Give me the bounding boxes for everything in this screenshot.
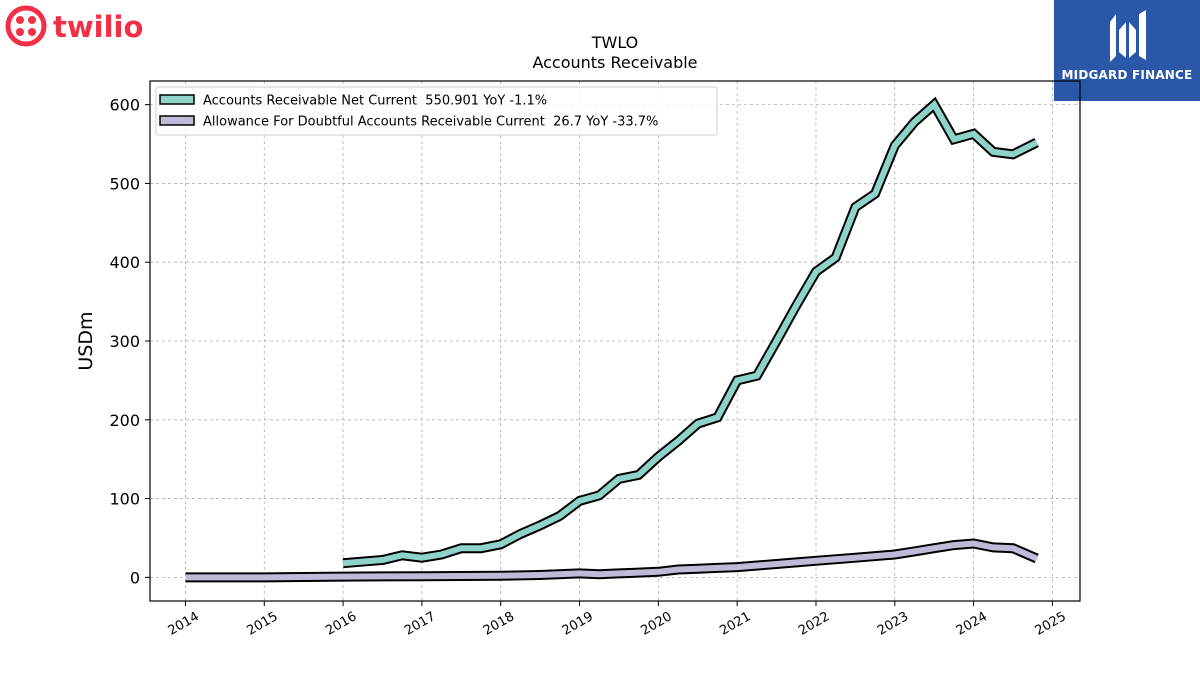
x-tick-label: 2025 bbox=[1033, 609, 1069, 639]
series-line-1 bbox=[185, 540, 1038, 581]
x-tick-label: 2023 bbox=[875, 609, 911, 639]
x-tick-label: 2019 bbox=[560, 609, 596, 639]
twilio-logo: twilio bbox=[4, 4, 154, 48]
series-line-0 bbox=[342, 99, 1039, 567]
y-tick-label: 300 bbox=[109, 332, 140, 351]
midgard-finance-logo: MIDGARD FINANCE bbox=[1054, 0, 1200, 101]
series-layer bbox=[185, 96, 1039, 583]
chart-title: TWLO bbox=[591, 33, 639, 52]
chart-subtitle: Accounts Receivable bbox=[532, 53, 697, 72]
x-tick-label: 2018 bbox=[481, 609, 517, 639]
series-outline-0 bbox=[342, 96, 1039, 569]
x-tick-label: 2017 bbox=[402, 609, 438, 639]
legend-label-1: Allowance For Doubtful Accounts Receivab… bbox=[203, 115, 658, 130]
x-tick-label: 2014 bbox=[166, 609, 202, 639]
x-tick-label: 2021 bbox=[717, 609, 753, 639]
y-tick-label: 400 bbox=[109, 253, 140, 272]
y-tick-label: 200 bbox=[109, 411, 140, 430]
legend-box bbox=[155, 86, 718, 136]
y-tick-label: 100 bbox=[109, 490, 140, 509]
x-tick-label: 2024 bbox=[954, 609, 990, 639]
x-tick-label: 2016 bbox=[323, 609, 359, 639]
y-tick-label: 600 bbox=[109, 96, 140, 115]
x-tick-label: 2020 bbox=[639, 609, 675, 639]
svg-text:twilio: twilio bbox=[53, 10, 143, 44]
legend-swatch-0 bbox=[159, 94, 195, 105]
brand-name: MIDGARD FINANCE bbox=[1061, 68, 1193, 82]
grid-layer bbox=[150, 81, 1080, 601]
x-tick-label: 2022 bbox=[796, 609, 832, 639]
y-tick-label: 0 bbox=[130, 568, 140, 587]
legend-swatch-1 bbox=[159, 115, 195, 126]
legend-label-0: Accounts Receivable Net Current 550.901 … bbox=[203, 94, 547, 109]
x-tick-label: 2015 bbox=[244, 609, 280, 639]
legend: Accounts Receivable Net Current 550.901 … bbox=[155, 86, 718, 136]
tick-layer: 2014 2015 2016 2017 2018 2019 2020 2021 2022 2023… bbox=[109, 96, 1068, 639]
y-axis-label: USDm bbox=[75, 311, 97, 370]
y-tick-label: 500 bbox=[109, 174, 140, 193]
